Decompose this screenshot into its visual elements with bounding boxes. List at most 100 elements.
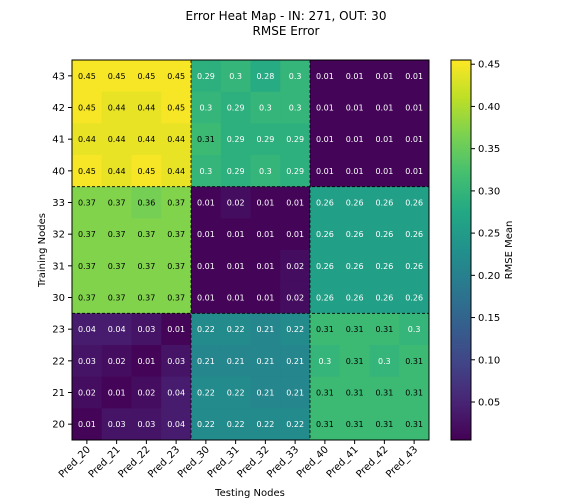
cell-value-label: 0.26 bbox=[316, 294, 334, 303]
cell-value-label: 0.37 bbox=[137, 262, 155, 271]
cell-value-label: 0.01 bbox=[346, 104, 364, 113]
cell-value-label: 0.01 bbox=[197, 262, 215, 271]
cell-value-label: 0.3 bbox=[229, 72, 242, 81]
cell-value-label: 0.02 bbox=[286, 294, 304, 303]
cell-value-label: 0.01 bbox=[197, 230, 215, 239]
cell-value-label: 0.37 bbox=[108, 199, 126, 208]
colorbar-tick-label: 0.35 bbox=[478, 144, 500, 155]
cell-value-label: 0.37 bbox=[78, 294, 96, 303]
cell-value-label: 0.01 bbox=[375, 72, 393, 81]
cell-value-label: 0.01 bbox=[316, 72, 334, 81]
cell-value-label: 0.31 bbox=[375, 420, 393, 429]
cell-value-label: 0.3 bbox=[408, 325, 421, 334]
cell-value-label: 0.29 bbox=[256, 135, 274, 144]
y-tick-label: 33 bbox=[52, 198, 65, 209]
cell-value-label: 0.01 bbox=[286, 230, 304, 239]
cell-value-label: 0.29 bbox=[227, 167, 245, 176]
cell-value-label: 0.21 bbox=[286, 357, 304, 366]
cell-value-label: 0.28 bbox=[256, 72, 274, 81]
cell-value-label: 0.01 bbox=[197, 294, 215, 303]
cell-value-label: 0.01 bbox=[405, 135, 423, 144]
cell-value-label: 0.01 bbox=[375, 135, 393, 144]
cell-value-label: 0.01 bbox=[256, 294, 274, 303]
cell-value-label: 0.29 bbox=[286, 135, 304, 144]
cell-value-label: 0.04 bbox=[108, 325, 126, 334]
cell-value-label: 0.26 bbox=[346, 294, 364, 303]
x-axis-ticks: Pred_20Pred_21Pred_22Pred_23Pred_30Pred_… bbox=[57, 440, 420, 480]
cell-value-label: 0.31 bbox=[346, 420, 364, 429]
cell-value-label: 0.01 bbox=[227, 230, 245, 239]
x-tick-label: Pred_20 bbox=[57, 444, 93, 480]
y-tick-label: 23 bbox=[52, 325, 65, 336]
cell-value-label: 0.01 bbox=[108, 389, 126, 398]
cell-value-label: 0.44 bbox=[137, 104, 155, 113]
cell-value-label: 0.01 bbox=[316, 167, 334, 176]
x-tick-label: Pred_33 bbox=[265, 444, 301, 480]
cell-value-label: 0.37 bbox=[108, 262, 126, 271]
cell-value-label: 0.44 bbox=[108, 135, 126, 144]
cell-value-label: 0.26 bbox=[375, 262, 393, 271]
cell-value-label: 0.37 bbox=[78, 230, 96, 239]
cell-value-label: 0.31 bbox=[346, 389, 364, 398]
cell-value-label: 0.01 bbox=[375, 167, 393, 176]
cell-value-label: 0.01 bbox=[286, 199, 304, 208]
cell-value-label: 0.45 bbox=[167, 104, 185, 113]
cell-value-label: 0.01 bbox=[405, 167, 423, 176]
y-tick-label: 41 bbox=[52, 135, 65, 146]
cell-value-label: 0.44 bbox=[108, 104, 126, 113]
cell-value-label: 0.29 bbox=[197, 72, 215, 81]
cell-value-label: 0.02 bbox=[227, 199, 245, 208]
cell-value-label: 0.26 bbox=[316, 230, 334, 239]
colorbar-ticks: 0.050.100.150.200.250.300.350.400.45 bbox=[471, 60, 500, 409]
y-axis-ticks: 434241403332313023222120 bbox=[52, 71, 72, 430]
cell-value-label: 0.37 bbox=[108, 230, 126, 239]
cell-value-label: 0.03 bbox=[137, 325, 155, 334]
cell-value-label: 0.26 bbox=[346, 262, 364, 271]
cell-value-label: 0.22 bbox=[227, 389, 245, 398]
cell-value-label: 0.26 bbox=[405, 199, 423, 208]
colorbar-tick-label: 0.15 bbox=[478, 313, 500, 324]
cell-value-label: 0.26 bbox=[375, 230, 393, 239]
cell-value-label: 0.37 bbox=[78, 199, 96, 208]
cell-value-label: 0.31 bbox=[197, 135, 215, 144]
cell-value-label: 0.44 bbox=[78, 135, 96, 144]
cell-value-label: 0.29 bbox=[286, 167, 304, 176]
cell-value-label: 0.37 bbox=[167, 230, 185, 239]
cell-value-label: 0.01 bbox=[197, 199, 215, 208]
colorbar-tick-label: 0.40 bbox=[478, 102, 500, 113]
cell-value-label: 0.26 bbox=[346, 199, 364, 208]
cell-value-label: 0.31 bbox=[405, 357, 423, 366]
colorbar-tick-label: 0.20 bbox=[478, 271, 500, 282]
cell-value-label: 0.22 bbox=[227, 325, 245, 334]
cell-value-label: 0.03 bbox=[167, 357, 185, 366]
cell-value-label: 0.31 bbox=[316, 420, 334, 429]
cell-value-label: 0.01 bbox=[405, 72, 423, 81]
cell-value-label: 0.01 bbox=[256, 262, 274, 271]
x-tick-label: Pred_40 bbox=[295, 444, 331, 480]
y-tick-label: 20 bbox=[52, 420, 65, 431]
cell-value-label: 0.01 bbox=[256, 199, 274, 208]
chart-title: Error Heat Map - IN: 271, OUT: 30 bbox=[186, 9, 387, 23]
cell-value-label: 0.44 bbox=[108, 167, 126, 176]
cell-value-label: 0.26 bbox=[316, 199, 334, 208]
cell-value-label: 0.31 bbox=[405, 420, 423, 429]
x-tick-label: Pred_21 bbox=[87, 444, 123, 480]
cell-value-label: 0.37 bbox=[137, 294, 155, 303]
cell-value-label: 0.02 bbox=[78, 389, 96, 398]
y-axis-label: Training Nodes bbox=[37, 213, 48, 288]
cell-value-label: 0.01 bbox=[167, 325, 185, 334]
cell-value-label: 0.26 bbox=[375, 294, 393, 303]
cell-value-label: 0.37 bbox=[137, 230, 155, 239]
cell-value-label: 0.02 bbox=[286, 262, 304, 271]
cell-value-label: 0.31 bbox=[375, 325, 393, 334]
cell-value-label: 0.45 bbox=[167, 72, 185, 81]
x-tick-label: Pred_22 bbox=[116, 444, 152, 480]
cell-value-label: 0.44 bbox=[137, 135, 155, 144]
cell-value-label: 0.26 bbox=[346, 230, 364, 239]
cell-value-label: 0.01 bbox=[137, 357, 155, 366]
cell-value-label: 0.03 bbox=[78, 357, 96, 366]
x-tick-label: Pred_43 bbox=[384, 444, 420, 480]
x-axis-label: Testing Nodes bbox=[214, 488, 285, 499]
y-tick-label: 31 bbox=[52, 261, 65, 272]
